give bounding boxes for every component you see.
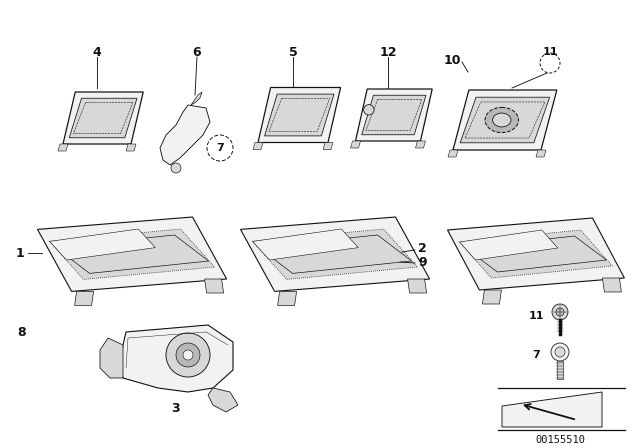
Ellipse shape (493, 113, 511, 127)
Text: 1: 1 (15, 246, 24, 259)
Circle shape (552, 304, 568, 320)
Text: 11: 11 (528, 311, 544, 321)
Text: 7: 7 (216, 143, 224, 153)
Text: 9: 9 (418, 255, 427, 268)
Polygon shape (126, 144, 136, 151)
FancyBboxPatch shape (557, 361, 563, 379)
Polygon shape (483, 290, 501, 304)
Text: 6: 6 (193, 46, 202, 59)
Polygon shape (408, 279, 427, 293)
Polygon shape (253, 142, 263, 150)
Polygon shape (323, 142, 333, 150)
Circle shape (183, 350, 193, 360)
Polygon shape (160, 105, 210, 165)
Polygon shape (49, 229, 156, 260)
Text: 3: 3 (171, 401, 179, 414)
Polygon shape (460, 230, 557, 260)
Text: 00155510: 00155510 (535, 435, 585, 445)
Polygon shape (205, 279, 223, 293)
Polygon shape (69, 98, 137, 138)
Polygon shape (460, 230, 612, 278)
Polygon shape (75, 291, 93, 306)
Polygon shape (278, 291, 296, 306)
Text: 12: 12 (380, 46, 397, 59)
Polygon shape (355, 89, 432, 141)
Polygon shape (415, 141, 426, 148)
Text: 10: 10 (444, 53, 461, 66)
Polygon shape (38, 217, 227, 291)
Polygon shape (49, 229, 214, 280)
Polygon shape (465, 102, 545, 138)
Text: 5: 5 (289, 46, 298, 59)
Polygon shape (264, 94, 334, 136)
Polygon shape (120, 325, 233, 392)
Text: 11: 11 (542, 47, 557, 57)
Polygon shape (58, 144, 68, 151)
Polygon shape (460, 97, 550, 143)
Circle shape (556, 308, 564, 316)
Ellipse shape (485, 108, 518, 133)
Polygon shape (74, 103, 133, 134)
Circle shape (176, 343, 200, 367)
Polygon shape (453, 90, 557, 150)
Polygon shape (259, 235, 412, 273)
Text: 4: 4 (93, 46, 101, 59)
Polygon shape (351, 141, 360, 148)
Polygon shape (269, 99, 330, 132)
Polygon shape (253, 229, 358, 260)
Polygon shape (536, 150, 546, 157)
Polygon shape (362, 95, 426, 135)
Polygon shape (502, 392, 602, 427)
Text: 2: 2 (418, 241, 427, 254)
Polygon shape (366, 99, 422, 131)
Circle shape (551, 343, 569, 361)
Circle shape (555, 347, 565, 357)
Circle shape (364, 104, 374, 115)
Polygon shape (63, 92, 143, 144)
Circle shape (166, 333, 210, 377)
Polygon shape (253, 229, 418, 280)
Circle shape (171, 163, 181, 173)
Polygon shape (602, 278, 621, 292)
Text: 7: 7 (532, 350, 540, 360)
Text: 8: 8 (18, 326, 26, 339)
Polygon shape (100, 338, 123, 378)
Polygon shape (448, 150, 458, 157)
Polygon shape (241, 217, 429, 291)
Polygon shape (208, 388, 238, 412)
Polygon shape (191, 92, 202, 105)
Polygon shape (258, 87, 340, 142)
Polygon shape (447, 218, 625, 290)
Polygon shape (465, 236, 607, 272)
Polygon shape (56, 235, 209, 273)
